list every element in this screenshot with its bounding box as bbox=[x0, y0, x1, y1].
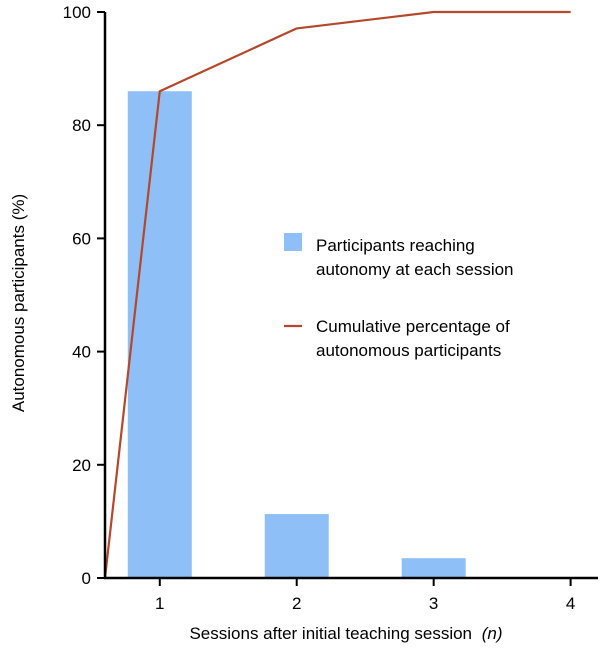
x-tick-label: 3 bbox=[429, 594, 438, 613]
bar bbox=[264, 514, 329, 578]
legend-bar-label-line2: autonomy at each session bbox=[316, 260, 514, 279]
x-axis-label-main: Sessions after initial teaching session bbox=[189, 624, 472, 643]
y-tick-label: 20 bbox=[72, 456, 91, 475]
x-axis-label: Sessions after initial teaching session … bbox=[189, 624, 502, 643]
y-tick-label: 80 bbox=[72, 116, 91, 135]
y-tick-label: 40 bbox=[72, 343, 91, 362]
line-series bbox=[103, 10, 571, 579]
bar bbox=[127, 91, 192, 579]
legend-bar-swatch bbox=[284, 233, 302, 251]
x-tick-label: 4 bbox=[566, 594, 575, 613]
bar-series bbox=[127, 91, 466, 579]
axes bbox=[103, 12, 598, 580]
legend-line-label-line1: Cumulative percentage of bbox=[316, 317, 510, 336]
y-tick-label: 0 bbox=[82, 569, 91, 588]
cumulative-line bbox=[103, 10, 571, 579]
x-axis-label-italic: (n) bbox=[482, 624, 503, 643]
y-ticks: 0 20 40 60 80 100 bbox=[63, 3, 105, 588]
bar bbox=[401, 558, 466, 578]
legend: Participants reaching autonomy at each s… bbox=[284, 233, 514, 360]
legend-line-label-line2: autonomous participants bbox=[316, 341, 501, 360]
y-axis-label: Autonomous participants (%) bbox=[9, 194, 28, 412]
x-tick-label: 1 bbox=[155, 594, 164, 613]
x-ticks: 1 2 3 4 bbox=[155, 578, 575, 613]
legend-bar-label-line1: Participants reaching bbox=[316, 236, 475, 255]
y-tick-label: 100 bbox=[63, 3, 91, 22]
x-tick-label: 2 bbox=[292, 594, 301, 613]
y-tick-label: 60 bbox=[72, 229, 91, 248]
